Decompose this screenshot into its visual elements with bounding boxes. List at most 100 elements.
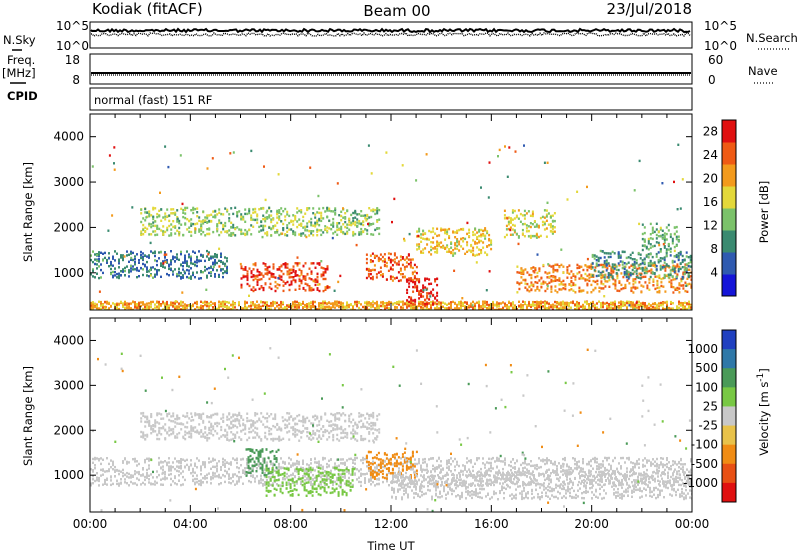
heatmap-cell [330,223,333,226]
heatmap-cell [160,262,162,265]
heatmap-cell [174,211,177,214]
heatmap-cell [436,251,439,254]
heatmap-cell [526,271,529,274]
heatmap-cell [176,460,178,463]
heatmap-cell [258,225,261,229]
heatmap-cell [334,213,337,216]
heatmap-cell [94,464,96,467]
heatmap-cell [552,306,554,309]
heatmap-cell [156,300,158,303]
heatmap-cell [128,484,130,487]
heatmap-cell [641,259,644,262]
heatmap-cell [310,301,312,304]
heatmap-cell [114,270,116,274]
heatmap-cell [512,308,514,310]
heatmap-cell [352,219,355,223]
heatmap-cell [186,260,188,263]
heatmap-cell [148,256,150,259]
heatmap-cell [166,261,168,264]
heatmap-cell [533,225,536,228]
heatmap-cell [430,241,433,244]
heatmap-cell [218,304,220,307]
heatmap-cell [284,215,287,218]
heatmap-cell [252,467,254,470]
heatmap-cell [418,300,420,304]
heatmap-cell [180,303,182,306]
heatmap-cell [164,212,167,215]
heatmap-cell [665,232,668,236]
heatmap-cell [553,219,556,223]
heatmap-cell [376,209,379,213]
heatmap-cell [182,475,184,479]
heatmap-cell [610,275,613,279]
heatmap-cell [228,462,230,465]
heatmap-cell [266,269,269,272]
heatmap-cell [138,470,140,474]
heatmap-cell [146,211,149,214]
heatmap-cell [210,460,212,463]
heatmap-cell [182,268,184,271]
heatmap-cell [677,235,680,238]
heatmap-cell [218,300,220,304]
heatmap-cell [150,225,153,229]
heatmap-cell [666,274,669,277]
heatmap-cell [657,241,660,245]
heatmap-cell [397,279,400,283]
heatmap-cell [428,229,431,233]
heatmap-cell [688,306,690,309]
heatmap-cell [647,256,650,259]
heatmap-cell [320,306,322,309]
heatmap-cell [524,301,526,305]
heatmap-cell [551,214,554,217]
heatmap-cell [551,308,554,310]
heatmap-cell [114,303,116,306]
heatmap-cell [332,217,335,221]
heatmap-cell [674,287,677,290]
heatmap-cell [326,302,328,306]
heatmap-cell [202,210,205,213]
heatmap-cell [498,302,500,305]
heatmap-cell [641,244,644,247]
heatmap-cell [426,307,428,310]
heatmap-cell [142,223,145,227]
heatmap-cell [162,233,165,236]
heatmap-cell [613,252,616,255]
heatmap-cell [340,228,343,231]
heatmap-cell [218,247,221,250]
heatmap-cell [560,283,563,286]
colorbar-tick-label: 16 [703,195,718,209]
heatmap-cell [264,471,266,475]
colorbar-swatch [722,230,736,253]
heatmap-cell [226,269,228,273]
heatmap-cell [100,468,102,472]
heatmap-cell [616,276,619,280]
heatmap-cell [382,301,384,304]
heatmap-cell [492,300,494,304]
heatmap-cell [403,265,406,269]
heatmap-cell [648,281,651,284]
heatmap-cell [244,303,246,306]
heatmap-cell [310,470,312,474]
heatmap-cell [468,304,470,307]
heatmap-cell [238,228,241,231]
heatmap-cell [282,284,285,287]
heatmap-cell [372,233,375,236]
heatmap-cell [206,308,208,310]
heatmap-cell [148,305,150,308]
heatmap-cell [230,207,233,210]
heatmap-cell [90,258,92,262]
heatmap-cell [638,267,641,270]
heatmap-cell [414,300,417,303]
heatmap-cell [531,210,534,213]
heatmap-cell [385,278,388,281]
heatmap-cell [164,145,167,148]
heatmap-cell [507,223,510,226]
heatmap-cell [250,214,253,217]
heatmap-cell [190,218,193,221]
heatmap-cell [266,461,268,464]
heatmap-cell [220,269,222,272]
heatmap-cell [116,479,118,482]
heatmap-cell [324,267,327,271]
heatmap-cell [246,273,249,276]
heatmap-cell [304,282,307,285]
